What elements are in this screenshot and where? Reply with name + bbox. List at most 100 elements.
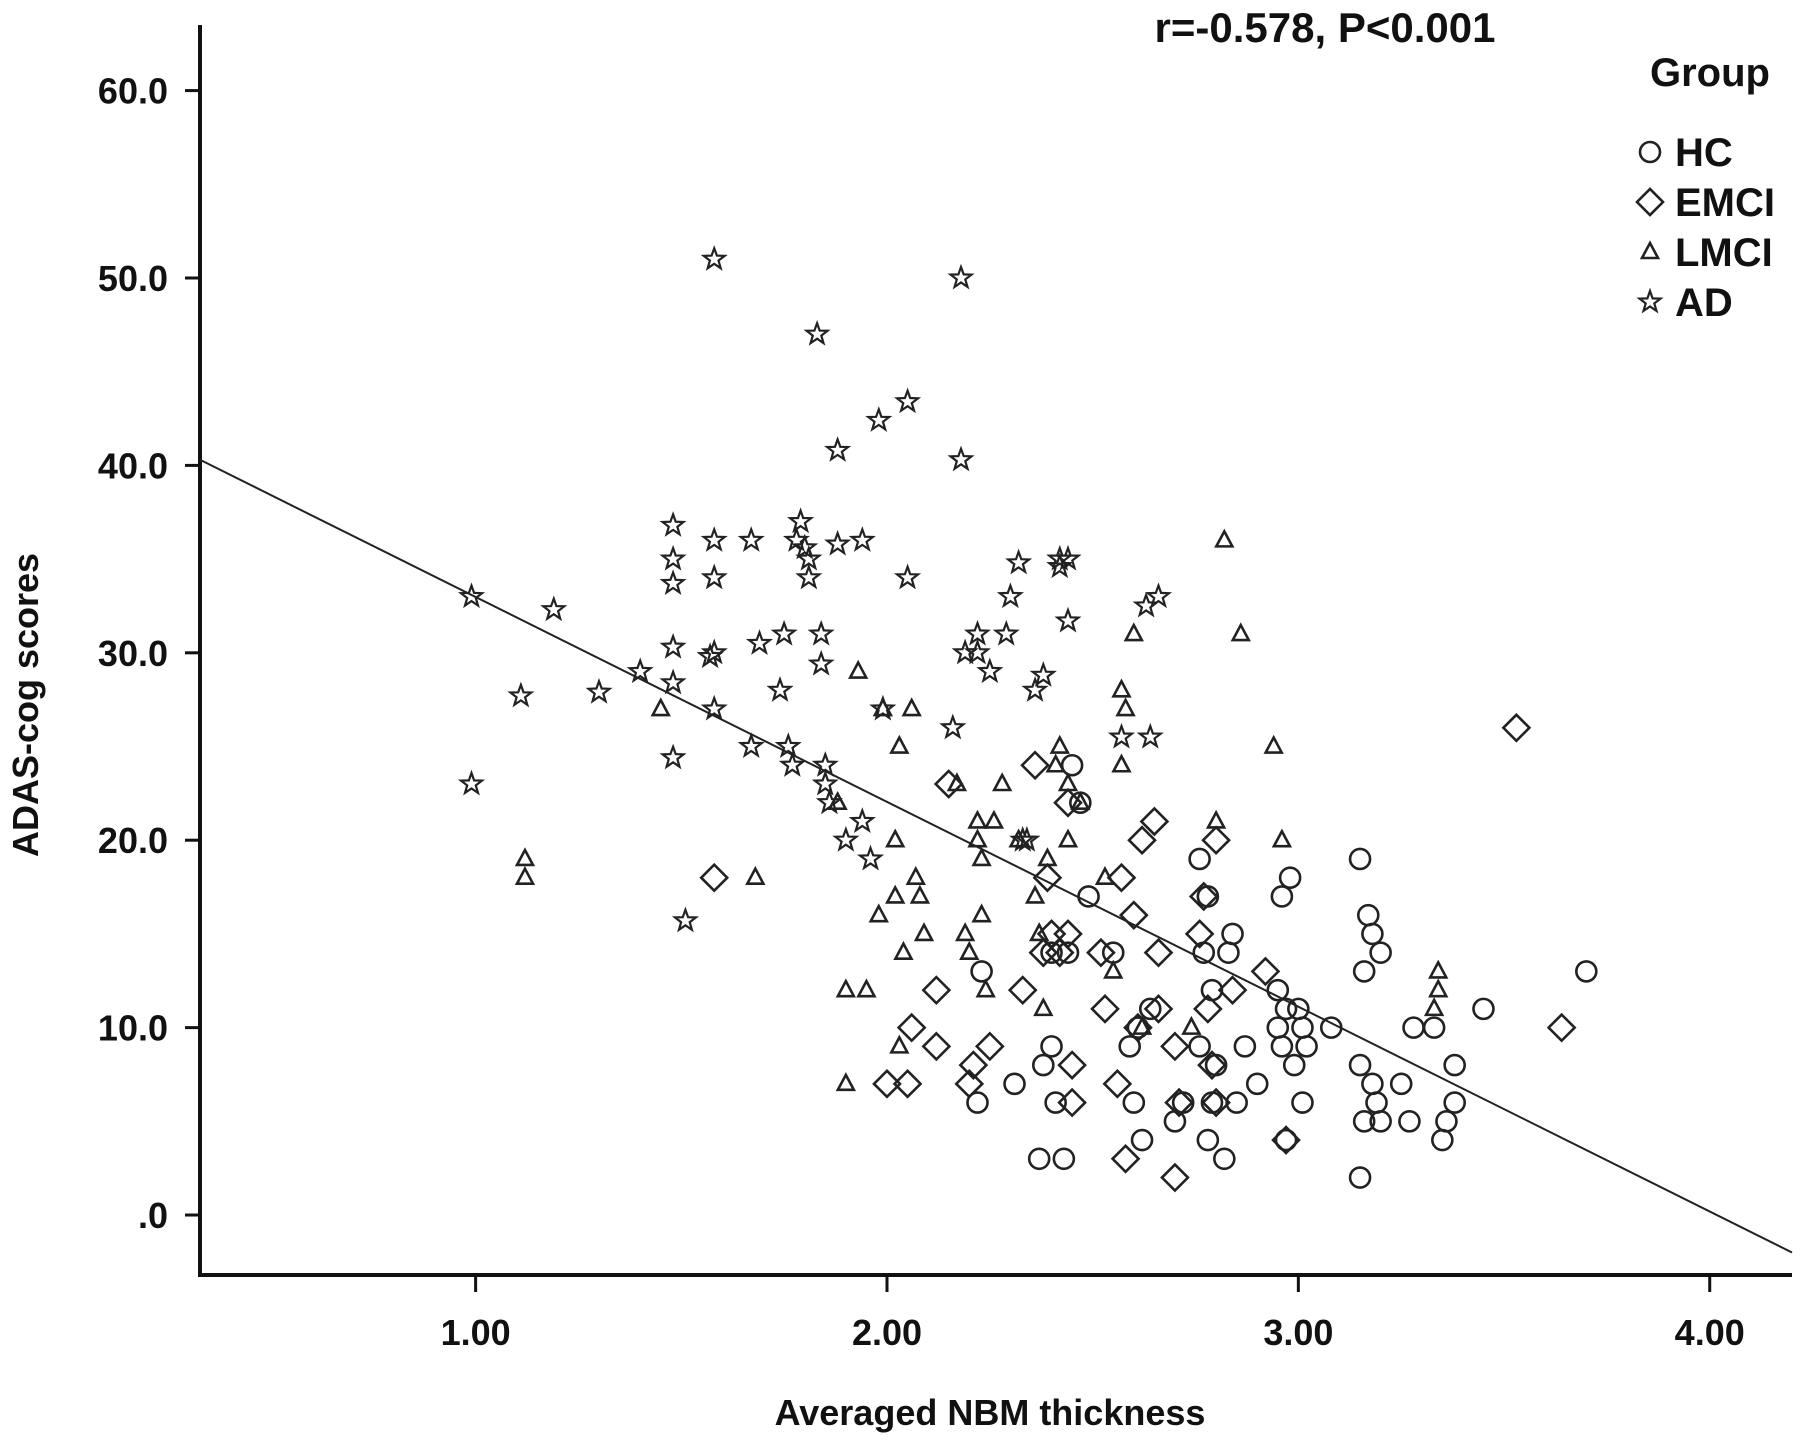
data-point-hc bbox=[1233, 1035, 1257, 1058]
data-point-lmci bbox=[1230, 622, 1251, 642]
data-point-hc bbox=[1348, 1053, 1372, 1077]
data-point-lmci bbox=[848, 659, 869, 679]
data-point-ad bbox=[786, 507, 815, 534]
data-point-ad bbox=[1005, 548, 1033, 575]
data-point-hc bbox=[1369, 941, 1392, 964]
y-tick-label: .0 bbox=[138, 1195, 168, 1236]
data-point-hc bbox=[1369, 1110, 1392, 1133]
data-point-lmci bbox=[946, 772, 968, 792]
data-point-lmci bbox=[1205, 809, 1227, 829]
data-point-hc bbox=[1431, 1128, 1454, 1152]
data-point-hc bbox=[1204, 1053, 1228, 1077]
data-point-ad bbox=[1046, 544, 1074, 571]
data-point-hc bbox=[1032, 1053, 1055, 1077]
data-point-ad bbox=[963, 638, 991, 665]
data-point-lmci bbox=[1263, 734, 1284, 754]
data-point-hc bbox=[1270, 885, 1294, 908]
data-point-ad bbox=[745, 629, 774, 655]
data-point-lmci bbox=[1057, 772, 1079, 792]
data-point-hc bbox=[1077, 885, 1100, 908]
data-point-emci bbox=[1217, 975, 1248, 1005]
data-point-lmci bbox=[1070, 790, 1091, 811]
data-point-ad bbox=[832, 825, 860, 852]
data-point-ad bbox=[1013, 825, 1041, 852]
data-point-hc bbox=[1118, 1035, 1141, 1058]
legend-marker-ad bbox=[1636, 287, 1664, 314]
data-point-ad bbox=[659, 743, 687, 770]
data-point-lmci bbox=[1029, 922, 1050, 942]
data-point-lmci bbox=[835, 978, 857, 998]
data-point-lmci bbox=[1033, 997, 1054, 1017]
data-point-hc bbox=[1278, 866, 1302, 889]
data-point-ad bbox=[770, 619, 798, 646]
x-tick-label: 4.00 bbox=[1675, 1312, 1745, 1353]
data-point-hc bbox=[970, 960, 993, 983]
fit-line bbox=[199, 458, 1793, 1254]
data-point-ad bbox=[947, 445, 975, 472]
data-point-hc bbox=[1287, 997, 1310, 1021]
data-point-hc bbox=[1443, 1053, 1466, 1077]
data-point-ad bbox=[824, 529, 852, 556]
data-point-hc bbox=[1270, 1035, 1294, 1058]
data-point-hc bbox=[1398, 1110, 1421, 1133]
legend-marker-emci bbox=[1635, 187, 1665, 217]
data-point-ad bbox=[1144, 582, 1173, 609]
data-point-hc bbox=[1188, 1035, 1211, 1058]
data-point-emci bbox=[1053, 919, 1083, 949]
legend-label-emci: EMCI bbox=[1675, 181, 1775, 225]
x-tick-label: 3.00 bbox=[1263, 1312, 1333, 1353]
data-point-lmci bbox=[959, 940, 980, 960]
data-point-hc bbox=[1352, 960, 1376, 983]
data-point-emci bbox=[1020, 750, 1050, 781]
data-point-ad bbox=[659, 632, 687, 659]
data-point-hc bbox=[1291, 1091, 1314, 1114]
data-point-hc bbox=[1245, 1072, 1269, 1096]
data-point-lmci bbox=[1181, 1015, 1202, 1035]
y-tick-label: 20.0 bbox=[98, 820, 168, 861]
data-point-ad bbox=[540, 595, 568, 622]
data-point-hc bbox=[1040, 1035, 1063, 1058]
data-point-lmci bbox=[514, 865, 536, 885]
data-point-emci bbox=[1143, 937, 1174, 968]
data-point-ad bbox=[696, 642, 724, 669]
data-points bbox=[457, 245, 1598, 1193]
data-point-lmci bbox=[893, 940, 914, 960]
data-point-emci bbox=[921, 975, 952, 1005]
data-point-lmci bbox=[971, 847, 992, 867]
data-point-hc bbox=[1060, 753, 1084, 777]
data-point-ad bbox=[803, 319, 831, 346]
data-point-hc bbox=[1274, 997, 1298, 1021]
data-point-lmci bbox=[835, 1072, 857, 1092]
data-point-ad bbox=[659, 544, 687, 571]
data-point-ad bbox=[791, 533, 819, 560]
data-point-hc bbox=[966, 1091, 989, 1114]
data-point-lmci bbox=[1115, 697, 1136, 717]
x-axis-title: Averaged NBM thickness bbox=[775, 1392, 1206, 1433]
data-point-ad bbox=[659, 511, 687, 537]
data-point-lmci bbox=[1111, 753, 1132, 773]
data-point-emci bbox=[896, 1012, 927, 1043]
data-point-hc bbox=[1361, 922, 1384, 946]
data-point-emci bbox=[1110, 1143, 1141, 1174]
y-tick-label: 40.0 bbox=[98, 445, 168, 486]
data-point-lmci bbox=[1049, 734, 1070, 754]
data-point-lmci bbox=[514, 847, 536, 867]
data-point-emci bbox=[1201, 825, 1231, 856]
data-point-emci bbox=[872, 1069, 902, 1099]
data-point-hc bbox=[1361, 1072, 1384, 1096]
data-point-ad bbox=[848, 526, 876, 552]
y-tick-label: 60.0 bbox=[98, 71, 168, 112]
data-point-emci bbox=[1057, 1050, 1087, 1080]
data-point-lmci bbox=[909, 884, 931, 904]
data-point-lmci bbox=[901, 697, 922, 717]
data-point-lmci bbox=[1057, 828, 1079, 848]
data-point-emci bbox=[1102, 1069, 1133, 1099]
data-point-hc bbox=[1188, 847, 1211, 871]
data-point-ad bbox=[848, 807, 876, 834]
data-point-emci bbox=[1007, 975, 1038, 1005]
legend-marker-hc bbox=[1638, 140, 1662, 164]
y-ticks: .0 10.0 20.0 30.0 40.0 50.0 60.0 bbox=[98, 71, 200, 1236]
data-point-lmci bbox=[954, 922, 976, 942]
data-point-lmci bbox=[868, 903, 889, 923]
